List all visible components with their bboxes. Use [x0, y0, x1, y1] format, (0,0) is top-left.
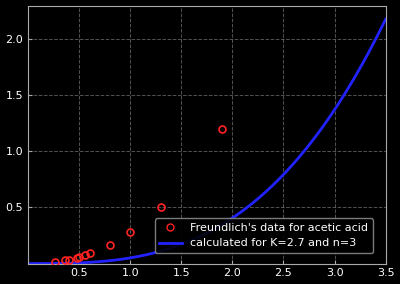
Legend: Freundlich's data for acetic acid, calculated for K=2.7 and n=3: Freundlich's data for acetic acid, calcu… [155, 218, 373, 253]
